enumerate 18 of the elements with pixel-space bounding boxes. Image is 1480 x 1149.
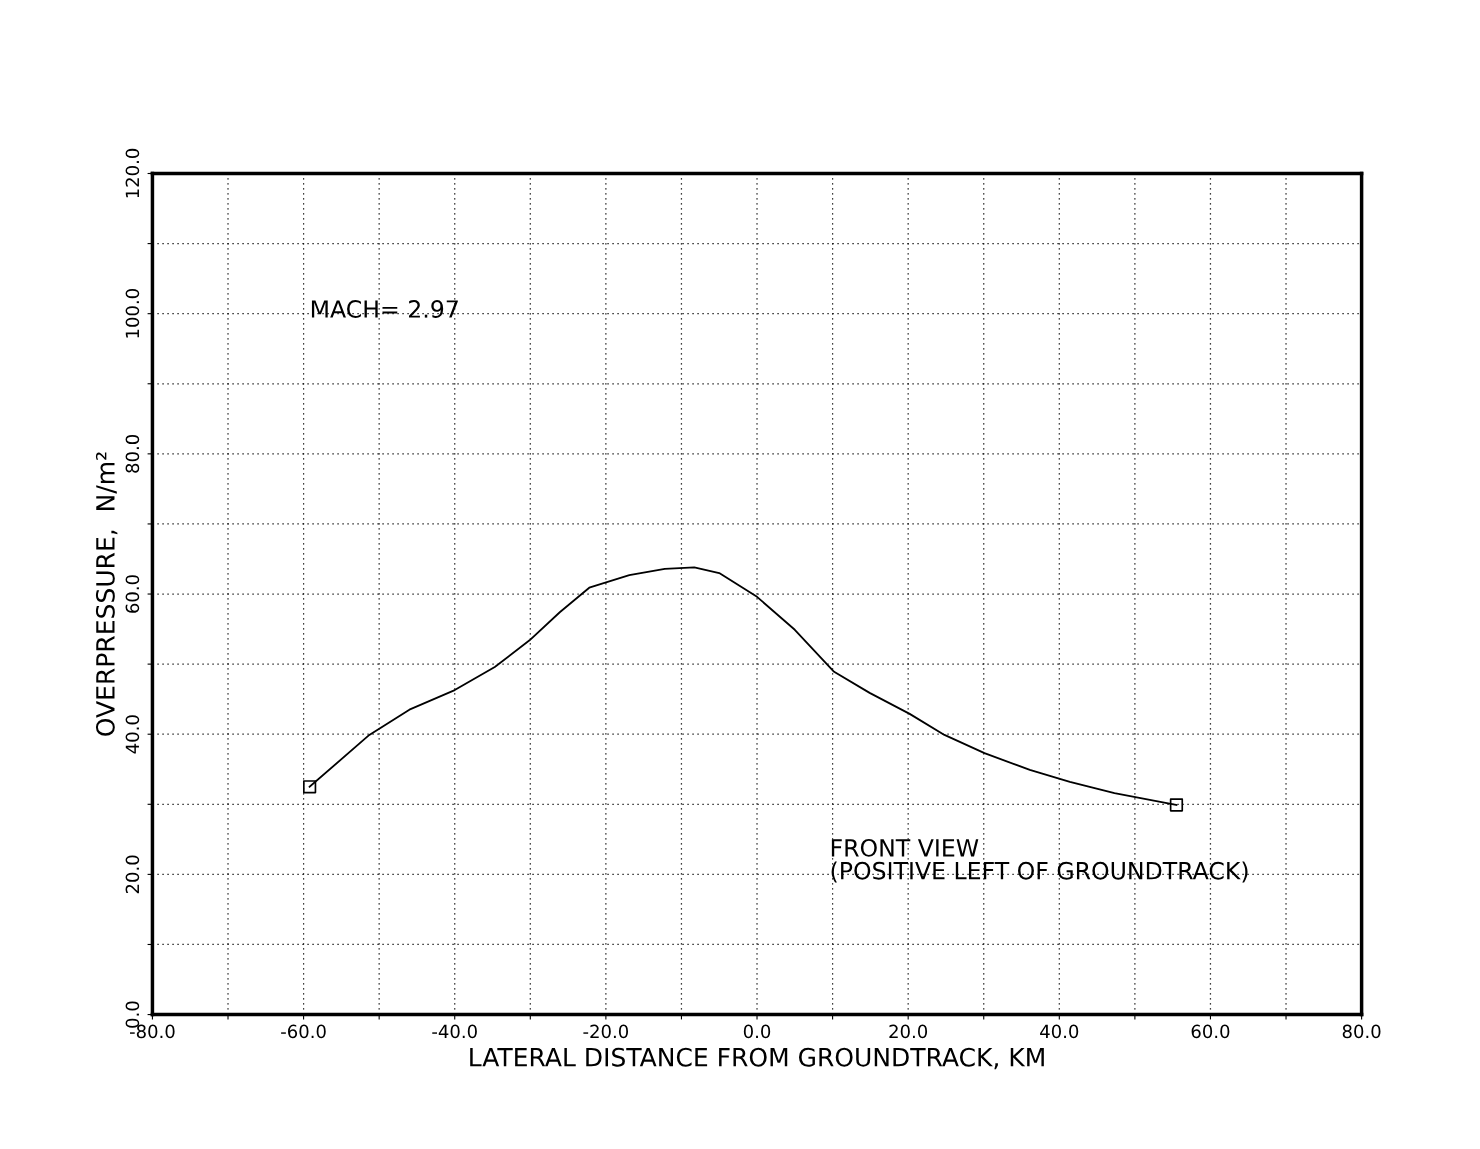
y-tick-label: 20.0 xyxy=(125,855,140,894)
x-tick-label: 80.0 xyxy=(1342,1024,1381,1039)
x-tick-label: 60.0 xyxy=(1191,1024,1230,1039)
y-tick-label: 60.0 xyxy=(125,575,140,613)
y-axis-title: OVERPRESSURE, N/m² xyxy=(95,452,118,736)
x-tick-label: 20.0 xyxy=(889,1024,928,1039)
x-tick-label: 0.0 xyxy=(743,1024,771,1039)
x-tick-label: -40.0 xyxy=(432,1024,477,1039)
annotation: MACH= 2.97 xyxy=(311,300,458,318)
x-tick-label: -20.0 xyxy=(583,1024,629,1039)
y-tick-label: 100.0 xyxy=(125,289,140,338)
x-tick-label: -60.0 xyxy=(281,1024,326,1039)
x-tick-label: 40.0 xyxy=(1040,1024,1079,1039)
y-tick-label: 40.0 xyxy=(125,715,140,754)
x-axis-title: LATERAL DISTANCE FROM GROUNDTRACK, KM xyxy=(470,1047,1044,1070)
annotation: FRONT VIEW (POSITIVE LEFT OF GROUNDTRACK) xyxy=(831,838,1248,883)
y-tick-label: 80.0 xyxy=(125,434,140,473)
y-tick-label: 120.0 xyxy=(125,148,140,198)
